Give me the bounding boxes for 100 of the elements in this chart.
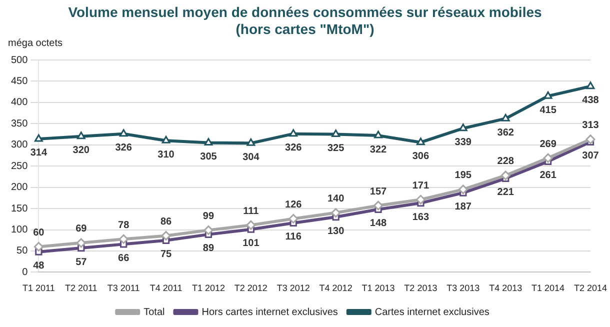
point (204, 225, 214, 235)
data-label: 221 (497, 187, 514, 198)
x-tick-label: T4 2013 (489, 283, 522, 294)
data-label: 228 (497, 156, 514, 168)
data-label: 326 (285, 142, 302, 154)
point (161, 230, 171, 240)
x-tick-label: T4 2012 (319, 283, 352, 294)
data-label: 187 (454, 202, 472, 213)
point (204, 138, 213, 146)
y-axis-title: méga octets (8, 38, 62, 49)
y-tick-label: 200 (10, 182, 28, 194)
point (543, 153, 553, 163)
y-tick-label: 50 (16, 246, 28, 257)
data-label: 130 (327, 226, 345, 237)
point (119, 129, 128, 137)
point (458, 184, 468, 194)
point (76, 238, 86, 248)
y-tick-label: 0 (22, 266, 28, 278)
data-label: 111 (243, 206, 260, 217)
x-tick-label: T1 2013 (362, 283, 395, 294)
data-label: 314 (30, 148, 48, 159)
point (246, 138, 256, 146)
point (416, 194, 426, 204)
data-label: 310 (158, 149, 175, 160)
y-tick-label: 500 (10, 54, 28, 66)
data-label: 326 (115, 142, 132, 154)
data-label: 75 (160, 249, 172, 260)
data-label: 306 (412, 151, 430, 162)
data-label: 116 (285, 232, 302, 243)
data-label: 78 (118, 220, 130, 231)
x-tick-label: T1 2014 (532, 283, 565, 294)
point (289, 129, 298, 137)
y-tick-label: 150 (10, 203, 28, 214)
data-label: 157 (370, 186, 388, 198)
data-label: 261 (540, 170, 557, 182)
point (374, 200, 384, 210)
point (288, 214, 298, 224)
x-tick-label: T2 2014 (574, 283, 608, 294)
x-tick-label: T3 2013 (446, 283, 480, 294)
data-label: 126 (285, 199, 302, 210)
data-label: 69 (76, 224, 88, 235)
y-tick-label: 350 (10, 118, 28, 130)
point (458, 124, 468, 132)
y-tick-label: 400 (10, 97, 28, 108)
point (586, 134, 596, 144)
data-label: 307 (582, 150, 600, 162)
point (501, 114, 510, 122)
x-tick-label: T1 2011 (22, 283, 55, 294)
point (246, 220, 256, 230)
data-label: 148 (370, 218, 388, 230)
point (586, 82, 595, 90)
data-label: 163 (412, 212, 430, 223)
chart-subtitle: (hors cartes "MtoM") (234, 21, 376, 38)
x-tick-label: T1 2012 (192, 283, 225, 294)
data-label: 313 (582, 120, 600, 132)
data-label: 415 (540, 104, 557, 116)
data-label: 171 (412, 180, 430, 192)
y-tick-label: 450 (10, 76, 28, 87)
point (76, 132, 86, 140)
data-label: 304 (242, 152, 260, 163)
legend-label: Cartes internet exclusives (374, 306, 490, 318)
data-label: 339 (454, 137, 472, 148)
data-label: 269 (540, 138, 557, 150)
data-label: 140 (327, 194, 345, 205)
data-label: 195 (454, 170, 472, 182)
y-tick-label: 250 (10, 160, 28, 172)
data-label: 305 (200, 152, 218, 163)
point (544, 91, 552, 99)
data-label: 86 (160, 216, 172, 228)
point (416, 138, 425, 146)
x-tick-label: T2 2012 (234, 283, 268, 294)
y-tick-label: 300 (10, 140, 28, 151)
point (500, 170, 510, 180)
x-tick-label: T4 2011 (150, 283, 182, 294)
x-tick-label: T3 2012 (276, 283, 310, 294)
data-label: 89 (202, 243, 214, 254)
point (118, 234, 128, 244)
data-label: 325 (327, 143, 345, 154)
point (332, 130, 340, 138)
data-label: 99 (202, 210, 214, 222)
data-label: 438 (582, 95, 600, 106)
chart-title: Volume mensuel moyen de données consommées sur réseaux mobiles (67, 4, 543, 21)
point (34, 242, 44, 252)
data-label: 322 (370, 144, 388, 156)
x-tick-label: T2 2011 (64, 283, 98, 294)
legend-label: Hors cartes internet exclusives (202, 306, 338, 318)
data-label: 362 (497, 127, 514, 138)
x-tick-label: T3 2011 (107, 283, 140, 294)
x-tick-label: T2 2013 (404, 283, 438, 294)
data-label: 48 (33, 260, 45, 272)
legend-label: Total (144, 306, 165, 318)
data-label: 57 (76, 256, 88, 268)
point (331, 208, 341, 218)
data-label: 66 (118, 252, 130, 264)
point (374, 130, 382, 138)
y-tick-label: 100 (10, 224, 28, 236)
data-label: 101 (242, 238, 260, 250)
point (162, 136, 170, 144)
data-label: 60 (33, 227, 45, 238)
data-label: 320 (72, 145, 90, 156)
